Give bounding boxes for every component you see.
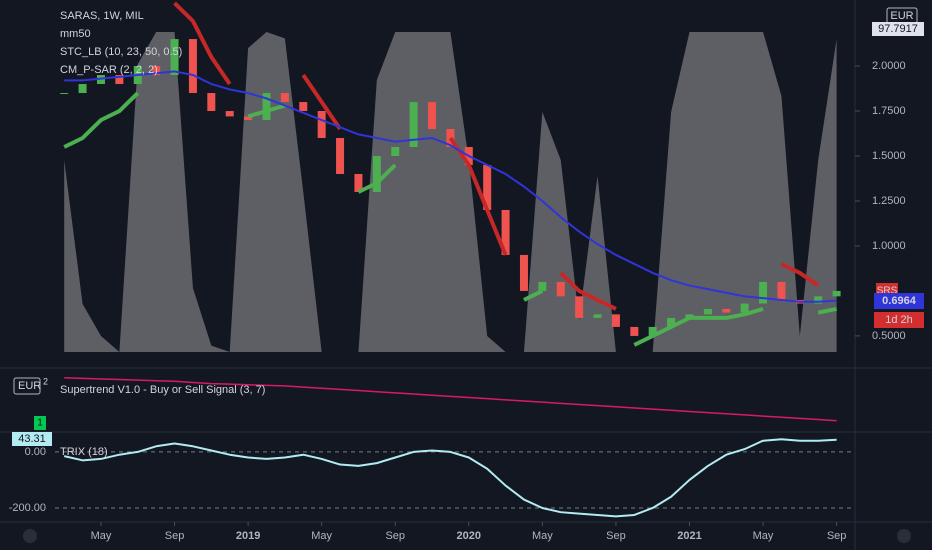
x-tick-label: Sep	[165, 530, 185, 542]
mm50-badge	[874, 293, 924, 309]
psar-down	[780, 262, 820, 288]
trix-tick-label: 0.00	[25, 446, 46, 458]
psar-up	[63, 91, 140, 149]
mm50-line	[64, 70, 837, 303]
trix-badge	[12, 432, 52, 446]
x-tick-label: Sep	[606, 530, 626, 542]
x-tick-label: Sep	[827, 530, 847, 542]
candle	[225, 111, 234, 117]
legend-psar: CM_P-SAR (2, 2, 2)	[60, 64, 158, 76]
pane-scale-index: 2	[43, 376, 48, 386]
candle	[354, 173, 363, 192]
psar-down	[301, 73, 342, 131]
trix-line	[63, 438, 837, 518]
zoom-button[interactable]	[23, 529, 37, 543]
legend-mm50: mm50	[60, 28, 91, 40]
stc-badge	[872, 22, 924, 36]
candle	[299, 102, 308, 112]
candle	[759, 281, 768, 304]
y-tick-label: 1.7500	[872, 105, 906, 117]
candle	[501, 209, 510, 255]
candle	[115, 75, 124, 85]
auto-button[interactable]	[897, 529, 911, 543]
y-tick-label: 1.0000	[872, 240, 906, 252]
signal-badge	[34, 416, 46, 430]
legend-stc: STC_LB (10, 23, 50, 0.5)	[60, 46, 182, 58]
stc-badge-text: 97.7917	[878, 23, 918, 35]
candle	[170, 39, 179, 76]
y-tick-label: 2.0000	[872, 60, 906, 72]
x-tick-label: 2019	[236, 530, 260, 542]
pane-scale-box[interactable]	[13, 377, 41, 395]
psar-up	[817, 306, 837, 315]
candle	[391, 147, 400, 156]
y-tick-label: 1.5000	[872, 150, 906, 162]
psar-up	[523, 289, 544, 302]
candle	[519, 254, 528, 291]
symbol-badge-text: SRS	[877, 286, 898, 297]
trix-tick-label: -200.00	[9, 502, 46, 514]
x-tick-label: May	[753, 530, 774, 542]
x-tick-label: May	[91, 530, 112, 542]
psar-up	[357, 163, 397, 194]
candle	[152, 66, 161, 76]
candle	[630, 326, 639, 336]
candle	[280, 93, 289, 103]
candle	[593, 314, 602, 318]
legend-title: SARAS, 1W, MIL	[60, 10, 144, 22]
candle	[244, 116, 253, 121]
candle	[740, 303, 749, 313]
x-tick-label: Sep	[385, 530, 405, 542]
candle	[648, 326, 657, 336]
trix-badge-text: 43.31	[18, 433, 46, 445]
x-tick-label: 2020	[457, 530, 481, 542]
psar-up	[247, 103, 286, 119]
candle	[188, 39, 197, 94]
candle	[317, 111, 326, 139]
x-tick-label: 2021	[677, 530, 701, 542]
candle	[78, 84, 87, 94]
signal-badge-text: 1	[37, 418, 43, 429]
y-tick-label: 1.2500	[872, 195, 906, 207]
x-tick-label: May	[532, 530, 553, 542]
y-tick-label: 0.5000	[872, 330, 906, 342]
candle	[483, 164, 492, 210]
legend-supertrend: Supertrend V1.0 - Buy or Sell Signal (3,…	[60, 384, 265, 396]
supertrend-line	[64, 377, 837, 422]
candle	[611, 314, 620, 327]
candle	[556, 281, 565, 297]
candle	[207, 93, 216, 112]
pane-scale-label: EUR	[18, 380, 41, 392]
candle	[703, 308, 712, 315]
candle	[409, 102, 418, 148]
candle	[777, 281, 786, 300]
candle	[722, 308, 731, 313]
countdown-badge	[874, 312, 924, 328]
candle	[262, 93, 271, 121]
psar-up	[633, 307, 764, 347]
psar-down	[559, 271, 617, 311]
candle	[60, 93, 69, 95]
mm50-badge-text: 0.6964	[882, 295, 917, 307]
candle	[538, 281, 547, 291]
countdown-text: 1d 2h	[885, 314, 913, 326]
candle	[832, 290, 841, 297]
psar-down	[173, 1, 232, 86]
candle	[575, 296, 584, 318]
candle	[667, 317, 676, 327]
candle	[372, 155, 381, 192]
x-tick-label: May	[311, 530, 332, 542]
candle	[814, 296, 823, 304]
candle	[336, 138, 345, 174]
plot-layer	[55, 1, 860, 526]
legend-trix: TRIX (18)	[60, 446, 108, 458]
candle	[428, 102, 437, 130]
currency: EUR	[890, 10, 913, 22]
